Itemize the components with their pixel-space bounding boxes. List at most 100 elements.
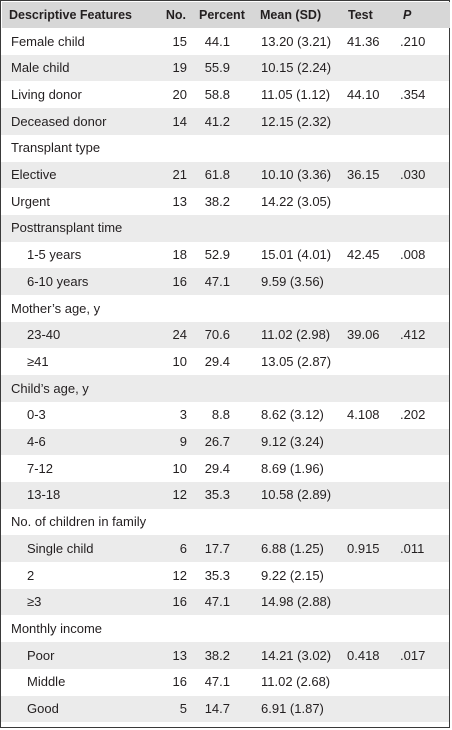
row-shade — [1, 54, 449, 82]
cell-mean-sd: 10.10 (3.36) — [261, 167, 332, 182]
cell-feature: 13-18 — [27, 487, 61, 503]
cell-p-value: .030 — [400, 167, 426, 182]
cell-percent: 70.6 — [204, 327, 230, 343]
header-test: Test — [348, 8, 373, 22]
cell-no: 13 — [172, 647, 187, 663]
cell-mean-sd: 15.01 (4.01) — [261, 247, 332, 263]
header-mean-sd: Mean (SD) — [260, 8, 322, 22]
cell-feature: Elective — [11, 167, 57, 182]
cell-mean-sd: 12.15 (2.32) — [261, 113, 332, 129]
cell-mean-sd: 11.02 (2.68) — [261, 674, 331, 690]
cell-feature: 23-40 — [27, 327, 61, 343]
cell-no: 10 — [172, 353, 187, 369]
cell-test: 0.418 — [347, 647, 380, 663]
cell-percent: 47.1 — [204, 594, 230, 610]
row-shade — [1, 108, 449, 135]
cell-percent: 17.7 — [204, 540, 230, 556]
cell-no: 12 — [172, 487, 187, 503]
cell-no: 6 — [179, 540, 187, 556]
cell-no: 10 — [172, 460, 187, 476]
cell-mean-sd: 11.02 (2.98) — [261, 327, 331, 343]
cell-p-value: .412 — [400, 327, 426, 343]
cell-no: 12 — [172, 567, 187, 583]
cell-test: 44.10 — [347, 86, 380, 102]
cell-percent: 58.8 — [204, 86, 230, 102]
cell-feature: ≥3 — [27, 594, 42, 610]
cell-no: 15 — [172, 33, 187, 49]
cell-percent: 41.2 — [204, 113, 230, 129]
cell-p-value: .011 — [400, 540, 425, 556]
cell-percent: 35.3 — [204, 567, 230, 583]
cell-feature: No. of children in family — [11, 514, 147, 530]
cell-percent: 14.7 — [204, 701, 230, 716]
cell-feature: Poor — [27, 647, 55, 663]
cell-feature: 6-10 years — [27, 273, 89, 289]
cell-mean-sd: 11.05 (1.12) — [261, 86, 331, 102]
cell-percent: 38.2 — [204, 647, 230, 663]
cell-mean-sd: 9.12 (3.24) — [261, 434, 324, 449]
row-shade — [1, 428, 449, 456]
cell-feature: Female child — [11, 33, 85, 49]
table-header — [2, 2, 450, 28]
cell-mean-sd: 14.98 (2.88) — [261, 594, 332, 610]
cell-no: 16 — [172, 674, 187, 690]
cell-test: 41.36 — [347, 33, 380, 49]
cell-test: 4.108 — [347, 407, 380, 423]
header-no: No. — [165, 8, 186, 22]
cell-no: 14 — [172, 113, 187, 129]
cell-no: 24 — [172, 327, 187, 343]
cell-p-value: .354 — [400, 86, 426, 102]
cell-feature: Monthly income — [11, 620, 103, 636]
cell-mean-sd: 9.22 (2.15) — [261, 567, 324, 583]
cell-mean-sd: 14.21 (3.02) — [261, 647, 332, 663]
cell-p-value: .017 — [400, 647, 426, 663]
cell-mean-sd: 8.62 (3.12) — [261, 407, 324, 423]
cell-feature: 0-3 — [27, 407, 46, 423]
row-shade — [1, 321, 449, 349]
cell-feature: 4-6 — [27, 434, 46, 449]
cell-percent: 61.8 — [204, 167, 230, 182]
cell-no: 16 — [172, 594, 187, 610]
cell-percent: 38.2 — [204, 193, 230, 209]
row-shade — [1, 695, 449, 723]
cell-feature: Living donor — [11, 86, 82, 102]
cell-mean-sd: 6.88 (1.25) — [261, 540, 324, 556]
cell-mean-sd: 14.22 (3.05) — [261, 193, 332, 209]
cell-feature: Good — [27, 701, 59, 716]
cell-percent: 55.9 — [204, 60, 230, 76]
cell-no: 5 — [179, 701, 187, 716]
cell-feature: Deceased donor — [11, 113, 107, 129]
cell-percent: 29.4 — [204, 353, 230, 369]
cell-mean-sd: 13.05 (2.87) — [261, 353, 332, 369]
row-shade — [1, 481, 449, 509]
cell-mean-sd: 8.69 (1.96) — [261, 460, 324, 476]
cell-percent: 29.4 — [204, 460, 230, 476]
cell-no: 18 — [172, 247, 187, 263]
row-shade — [1, 214, 449, 242]
cell-percent: 44.1 — [204, 33, 230, 49]
cell-no: 13 — [172, 193, 187, 209]
cell-mean-sd: 9.59 (3.56) — [261, 273, 324, 289]
row-shade — [1, 588, 449, 616]
cell-feature: 7-12 — [27, 460, 54, 476]
cell-feature: Transplant type — [11, 140, 101, 156]
cell-mean-sd: 10.15 (2.24) — [261, 60, 332, 76]
row-shade — [1, 642, 449, 669]
cell-feature: 1-5 years — [27, 247, 82, 263]
cell-no: 3 — [179, 407, 187, 423]
cell-feature: 2 — [27, 567, 35, 583]
cell-p-value: .008 — [400, 247, 426, 263]
cell-no: 9 — [179, 434, 187, 449]
cell-feature: Single child — [27, 540, 94, 556]
cell-mean-sd: 13.20 (3.21) — [261, 33, 332, 49]
cell-test: 39.06 — [347, 327, 380, 343]
cell-percent: 8.8 — [211, 407, 230, 423]
row-shade — [1, 535, 449, 562]
cell-test: 36.15 — [347, 167, 380, 182]
cell-feature: Child’s age, y — [11, 380, 89, 396]
cell-mean-sd: 10.58 (2.89) — [261, 487, 332, 503]
row-shade — [1, 161, 449, 189]
cell-test: 0.915 — [347, 540, 380, 556]
cell-feature: ≥41 — [27, 353, 49, 369]
